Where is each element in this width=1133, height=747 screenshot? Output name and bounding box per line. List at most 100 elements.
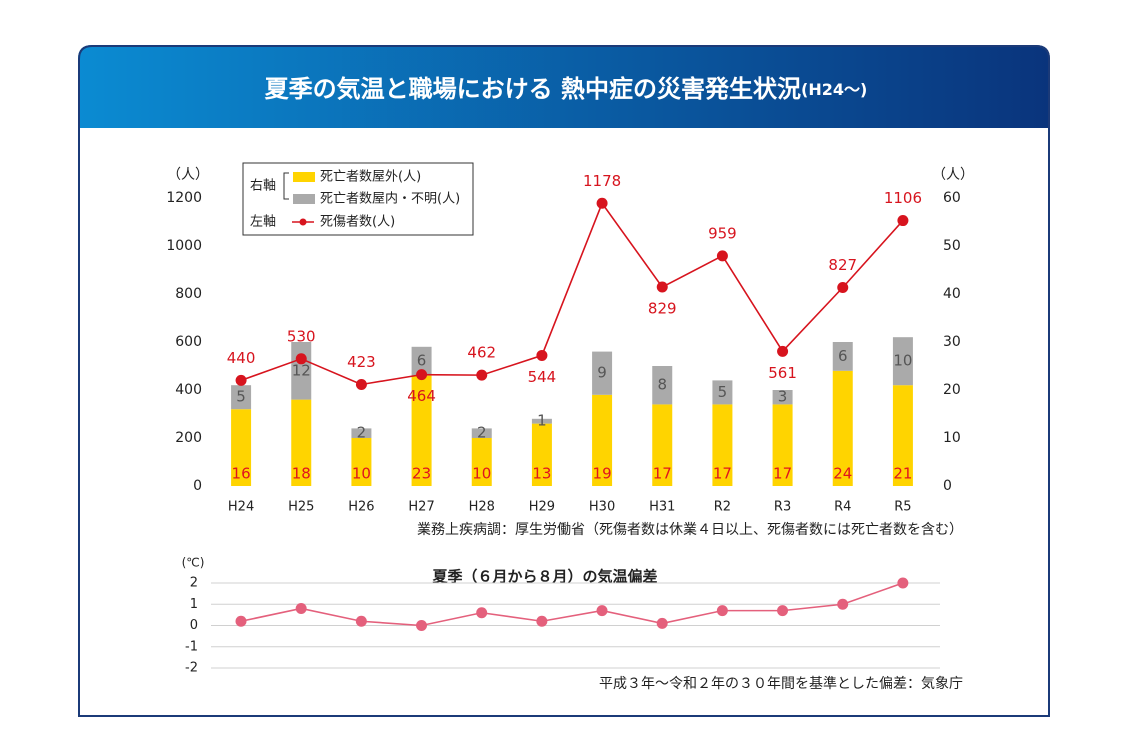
line-value-label: 530 bbox=[287, 327, 316, 345]
bar-segment bbox=[351, 428, 372, 438]
y2-tick-label: 50 bbox=[943, 238, 961, 254]
y2-tick-label: 10 bbox=[943, 430, 961, 446]
line-series bbox=[240, 201, 904, 386]
bar-segment bbox=[231, 409, 252, 486]
line-value-label: 544 bbox=[528, 368, 557, 386]
bar-segment bbox=[652, 366, 673, 405]
header-band bbox=[78, 45, 1050, 128]
y2-tick-label: 0 bbox=[943, 478, 952, 494]
y-tick-label: 400 bbox=[175, 382, 202, 398]
bar-segment bbox=[832, 370, 853, 486]
bar-value-label: 9 bbox=[597, 364, 607, 382]
bar-segment bbox=[712, 380, 733, 405]
chart-title: 夏季（６月から８月）の気温偏差 bbox=[431, 568, 657, 586]
y-tick-label: 1 bbox=[190, 597, 198, 612]
line-marker bbox=[476, 369, 488, 381]
y2-tick-label: 30 bbox=[943, 334, 961, 350]
line-value-label: 1106 bbox=[884, 189, 922, 207]
line-marker bbox=[777, 345, 789, 357]
bar-segment bbox=[351, 438, 372, 486]
bar-segment bbox=[411, 346, 432, 376]
x-tick-label: H24 bbox=[228, 500, 254, 515]
legend-group-label: 右軸 bbox=[250, 179, 276, 194]
source-note: 平成３年～令和２年の３０年間を基準とした偏差：気象庁 bbox=[599, 675, 963, 692]
line-marker bbox=[897, 215, 909, 227]
line-marker bbox=[837, 598, 849, 610]
bar-value-label: 19 bbox=[593, 465, 612, 483]
y-tick-label: 600 bbox=[175, 334, 202, 350]
line-marker bbox=[716, 250, 728, 262]
bar-value-label: 6 bbox=[838, 347, 848, 365]
x-tick-label: H28 bbox=[469, 500, 495, 515]
line-marker bbox=[656, 617, 668, 629]
bar-value-label: 23 bbox=[412, 465, 431, 483]
y-tick-label: 200 bbox=[175, 430, 202, 446]
bar-segment bbox=[291, 399, 312, 486]
bar-segment bbox=[592, 351, 613, 395]
bar-value-label: 12 bbox=[292, 361, 311, 379]
line-value-label: 423 bbox=[347, 353, 376, 371]
source-note: 業務上疾病調：厚生労働省（死傷者数は休業４日以上、死傷者数には死亡者数を含む） bbox=[417, 522, 963, 538]
line-marker bbox=[355, 378, 367, 390]
y-tick-label: 1000 bbox=[166, 238, 202, 254]
title-suffix: (H24～) bbox=[801, 80, 867, 99]
line-marker bbox=[536, 349, 548, 361]
line-marker bbox=[656, 281, 668, 293]
line-marker bbox=[596, 197, 608, 209]
title-main: 夏季の気温と職場における 熱中症の災害発生状況 bbox=[265, 75, 801, 103]
legend-swatch-marker bbox=[299, 218, 307, 226]
y2-tick-label: 40 bbox=[943, 286, 961, 302]
line-marker bbox=[596, 605, 608, 617]
line-marker bbox=[777, 605, 789, 617]
bar-segment bbox=[411, 375, 432, 486]
legend-label: 死傷者数(人) bbox=[320, 215, 395, 230]
bar-value-label: 6 bbox=[417, 352, 427, 370]
bar-value-label: 13 bbox=[532, 465, 551, 483]
x-tick-label: H31 bbox=[649, 500, 675, 515]
bar-value-label: 2 bbox=[357, 424, 367, 442]
bar-value-label: 16 bbox=[232, 465, 251, 483]
bar-value-label: 8 bbox=[657, 376, 667, 394]
bar-value-label: 10 bbox=[352, 465, 371, 483]
bar-value-label: 1 bbox=[537, 412, 547, 430]
bar-segment bbox=[531, 423, 552, 486]
frame bbox=[78, 45, 1050, 717]
line-marker bbox=[416, 369, 428, 381]
line-value-label: 462 bbox=[467, 344, 496, 362]
legend-swatch bbox=[293, 194, 315, 204]
line-marker bbox=[355, 615, 367, 627]
bar-segment bbox=[892, 385, 913, 486]
y-tick-label: 0 bbox=[190, 618, 198, 633]
bar-value-label: 2 bbox=[477, 424, 487, 442]
line-marker bbox=[837, 282, 849, 294]
legend-bracket bbox=[283, 172, 289, 200]
y-tick-label: 2 bbox=[190, 576, 198, 591]
line-value-label: 440 bbox=[227, 349, 256, 367]
x-tick-label: H27 bbox=[408, 500, 434, 515]
bar-segment bbox=[471, 438, 492, 486]
bar-segment bbox=[772, 390, 793, 405]
y-tick-label: -1 bbox=[185, 639, 198, 654]
line-marker bbox=[235, 615, 247, 627]
line-value-label: 829 bbox=[648, 300, 677, 318]
bar-segment bbox=[832, 342, 853, 371]
legend-label: 死亡者数屋外(人) bbox=[320, 170, 421, 185]
bar-segment bbox=[712, 404, 733, 486]
legend-swatch bbox=[293, 172, 315, 182]
line-marker bbox=[476, 607, 488, 619]
y-tick-label: 1200 bbox=[166, 190, 202, 206]
x-tick-label: H25 bbox=[288, 500, 314, 515]
line-value-label: 561 bbox=[768, 364, 797, 382]
bar-segment bbox=[592, 394, 613, 486]
bar-value-label: 5 bbox=[718, 383, 728, 401]
bar-value-label: 17 bbox=[713, 465, 732, 483]
x-tick-label: H26 bbox=[348, 500, 374, 515]
line-value-label: 959 bbox=[708, 224, 737, 242]
y2-tick-label: 60 bbox=[943, 190, 961, 206]
header-title: 夏季の気温と職場における 熱中症の災害発生状況(H24～) bbox=[265, 75, 868, 103]
bar-value-label: 24 bbox=[833, 465, 852, 483]
bar-segment bbox=[231, 385, 252, 410]
line-marker bbox=[416, 620, 428, 631]
